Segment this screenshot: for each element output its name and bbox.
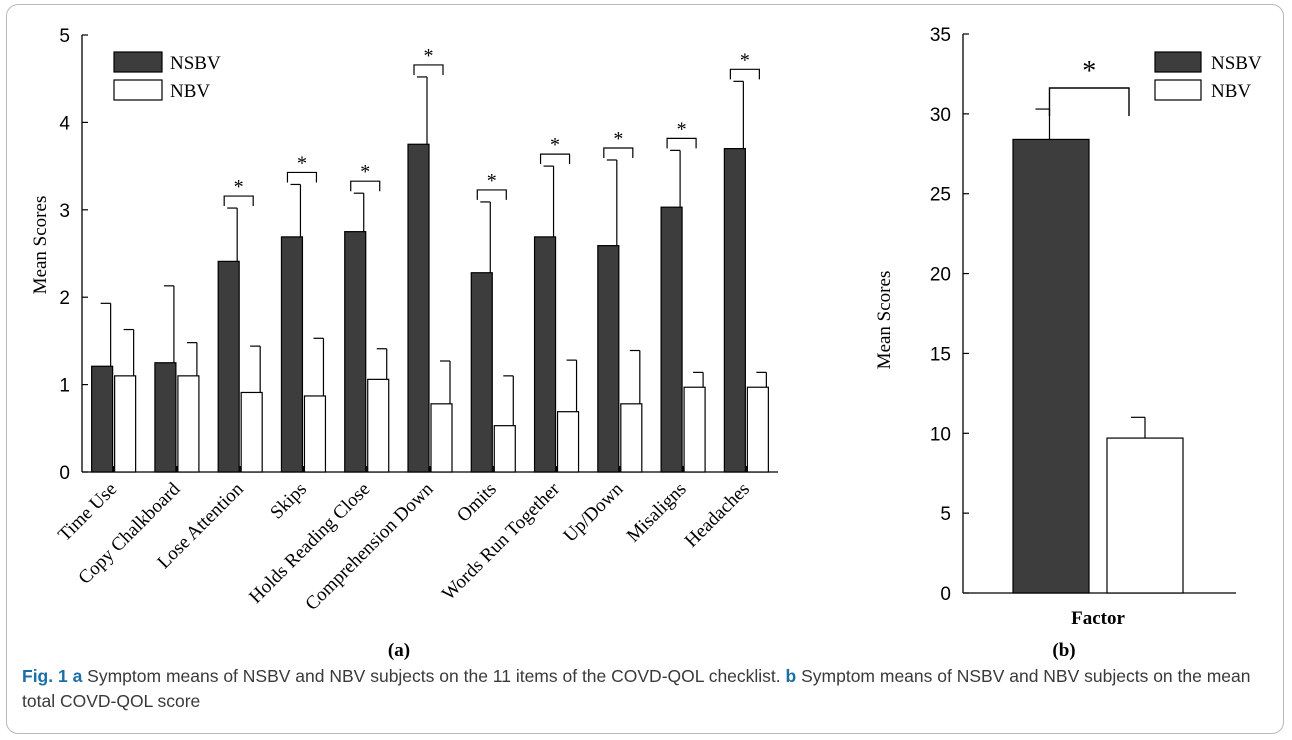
- chart-a-bar-nbv-lose-attention: [240, 391, 263, 473]
- chart-a-bar-nsbv-comprehension-down: [407, 143, 430, 473]
- chart-a-y-tick-label: 1: [59, 376, 70, 397]
- caption-part-a-letter: a: [72, 666, 83, 686]
- chart-a-bar-nsbv-skips: [280, 236, 304, 473]
- chart-b-y-tick-label: 20: [930, 265, 951, 286]
- caption-part-b-text: Symptom means of NSBV and NBV subjects o…: [22, 666, 1251, 711]
- chart-a-significance-star: *: [424, 45, 434, 67]
- chart-a-significance-bracket: [413, 64, 444, 75]
- chart-b-legend-swatch-nsbv: [1154, 51, 1202, 73]
- figure-caption: Fig. 1 a Symptom means of NSBV and NBV s…: [22, 664, 1272, 714]
- chart-a-significance-bracket: [666, 137, 697, 149]
- chart-a-legend-swatch-nbv: [113, 79, 163, 101]
- chart-a-ylabel: Mean Scores: [30, 196, 51, 295]
- chart-panel-b: Mean Scores (b) 0 5 10 15 20 25 30 35 Factor * NSB…: [874, 25, 1262, 661]
- caption-part-b-letter: b: [785, 666, 797, 686]
- chart-a-bar-nsbv-holds-reading-close: [344, 231, 367, 473]
- chart-a-legend-label-nbv: NBV: [170, 81, 210, 102]
- chart-b-y-tick-label: 10: [930, 424, 951, 445]
- chart-a-significance-bracket: [286, 171, 318, 183]
- chart-b-legend-label-nsbv: NSBV: [1211, 53, 1262, 74]
- chart-b-y-tick-label: 0: [940, 584, 951, 605]
- chart-a-bar-nbv-misaligns: [683, 386, 706, 473]
- chart-a-x-tick-label-omits: Omits: [453, 479, 501, 527]
- chart-a-y-tick-label: 4: [59, 113, 70, 134]
- chart-b-legend-label-nbv: NBV: [1211, 81, 1251, 102]
- chart-a-panel-label: (a): [388, 640, 410, 661]
- chart-a-significance-bracket: [223, 195, 254, 207]
- chart-a-significance-bracket: [476, 189, 507, 200]
- chart-a-bar-nbv-holds-reading-close: [367, 378, 390, 473]
- chart-b-panel-label: (b): [1052, 640, 1075, 661]
- chart-a-bar-nsbv-time-use: [91, 365, 114, 473]
- chart-a-y-tick-label: 3: [59, 201, 70, 222]
- chart-a-bar-nsbv-words-run-together: [533, 236, 557, 473]
- chart-a-significance-star: *: [677, 118, 687, 140]
- chart-a-significance-star: *: [550, 134, 560, 156]
- chart-a-x-tick-label-up-down: Up/Down: [560, 478, 628, 546]
- chart-a-legend-label-nsbv: NSBV: [170, 53, 221, 74]
- chart-a-bar-nsbv-up-down: [597, 245, 620, 473]
- chart-a-bar-nbv-up-down: [620, 403, 643, 473]
- chart-b-x-tick-label-factor: Factor: [1071, 608, 1125, 629]
- chart-b-bar-nsbv-factor: [1012, 138, 1090, 594]
- chart-a-x-tick-label-headaches: Headaches: [681, 479, 754, 552]
- chart-a-bar-nsbv-omits: [470, 272, 493, 473]
- chart-b-y-tick-label: 25: [930, 185, 951, 206]
- chart-a-significance-star: *: [613, 128, 623, 150]
- chart-b-significance-bracket: [1048, 87, 1130, 116]
- chart-b-y-tick-label: 30: [930, 105, 951, 126]
- chart-a-significance-star: *: [360, 161, 370, 183]
- chart-a-significance-bracket: [603, 147, 634, 158]
- chart-a-significance-star: *: [234, 176, 244, 198]
- chart-a-bar-nbv-omits: [493, 425, 516, 473]
- chart-a-bar-nbv-headaches: [746, 386, 769, 473]
- chart-b-significance-star: *: [1082, 56, 1096, 87]
- chart-b-legend-swatch-nbv: [1154, 79, 1202, 101]
- chart-a-legend-swatch-nsbv: [113, 51, 163, 73]
- chart-a-bar-nsbv-headaches: [723, 148, 746, 473]
- chart-b-ylabel: Mean Scores: [874, 271, 895, 370]
- chart-a-significance-star: *: [297, 152, 307, 174]
- chart-a-y-tick-label: 0: [59, 463, 70, 484]
- chart-a-bar-nbv-skips: [303, 395, 327, 473]
- caption-fig-label: Fig. 1: [22, 666, 68, 686]
- chart-a-bar-nsbv-misaligns: [660, 206, 683, 473]
- chart-b-y-tick-label: 15: [930, 344, 951, 365]
- chart-b-y-tick-label: 5: [940, 504, 951, 525]
- chart-a-significance-bracket: [729, 68, 760, 80]
- chart-a-bar-nbv-comprehension-down: [430, 403, 453, 473]
- chart-a-bar-nsbv-lose-attention: [217, 260, 240, 473]
- chart-a-significance-bracket: [350, 180, 381, 192]
- chart-a-x-tick-label-comprehension-down: Comprehension Down: [301, 478, 437, 614]
- chart-b-y-tick-label: 35: [930, 25, 951, 46]
- chart-a-significance-star: *: [487, 170, 497, 192]
- chart-a-y-tick-label: 2: [59, 288, 70, 309]
- chart-a-x-tick-label-time-use: Time Use: [54, 479, 121, 546]
- chart-a-significance-bracket: [539, 153, 571, 165]
- chart-a-bar-nbv-copy-chalkboard: [177, 375, 200, 473]
- chart-a-significance-star: *: [740, 49, 750, 71]
- chart-a-bar-nbv-time-use: [114, 375, 137, 473]
- chart-a-x-tick-label-holds-reading-close: Holds Reading Close: [245, 479, 374, 608]
- chart-a-bar-nbv-words-run-together: [556, 411, 580, 473]
- chart-a-bar-nsbv-copy-chalkboard: [154, 362, 177, 473]
- chart-b-bar-nbv-factor: [1106, 437, 1184, 594]
- caption-part-a-text: Symptom means of NSBV and NBV subjects o…: [82, 666, 786, 686]
- chart-a-x-tick-label-skips: Skips: [266, 479, 311, 524]
- chart-a-y-tick-label: 5: [59, 26, 70, 47]
- chart-a-x-tick-label-words-run-together: Words Run Together: [438, 478, 564, 604]
